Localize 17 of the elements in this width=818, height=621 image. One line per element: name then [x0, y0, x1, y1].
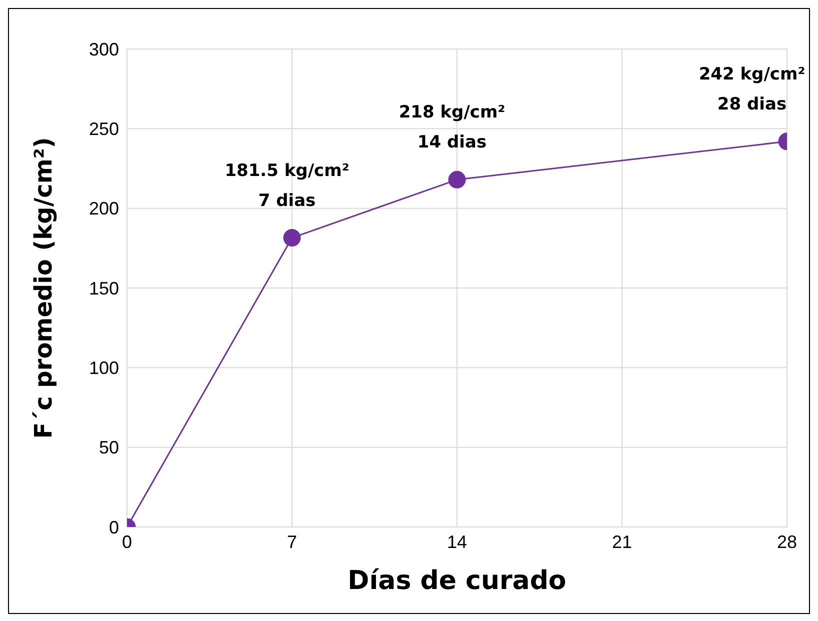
- y-axis-title: F´c promedio (kg/cm²): [30, 137, 58, 439]
- annotation: 181.5 kg/cm² 7 dias: [224, 160, 350, 211]
- y-tick-label: 300: [88, 39, 119, 60]
- x-tick-label: 7: [286, 532, 298, 552]
- x-axis-title: Días de curado: [348, 566, 566, 596]
- y-tick-label: 150: [88, 278, 119, 298]
- annotation: 242 kg/cm² 28 dias: [698, 64, 806, 114]
- y-tick-label: 0: [108, 517, 119, 538]
- x-tick-label: 28: [776, 532, 798, 552]
- x-tick-label: 0: [122, 532, 132, 552]
- x-tick-label: 14: [446, 532, 468, 552]
- annotation: 218 kg/cm² 14 dias: [398, 102, 506, 153]
- y-tick-label: 50: [98, 438, 119, 458]
- y-tick-label: 250: [88, 119, 119, 140]
- y-tick-label: 200: [88, 198, 119, 219]
- y-tick-label: 100: [88, 358, 119, 378]
- x-tick-label: 21: [612, 532, 632, 552]
